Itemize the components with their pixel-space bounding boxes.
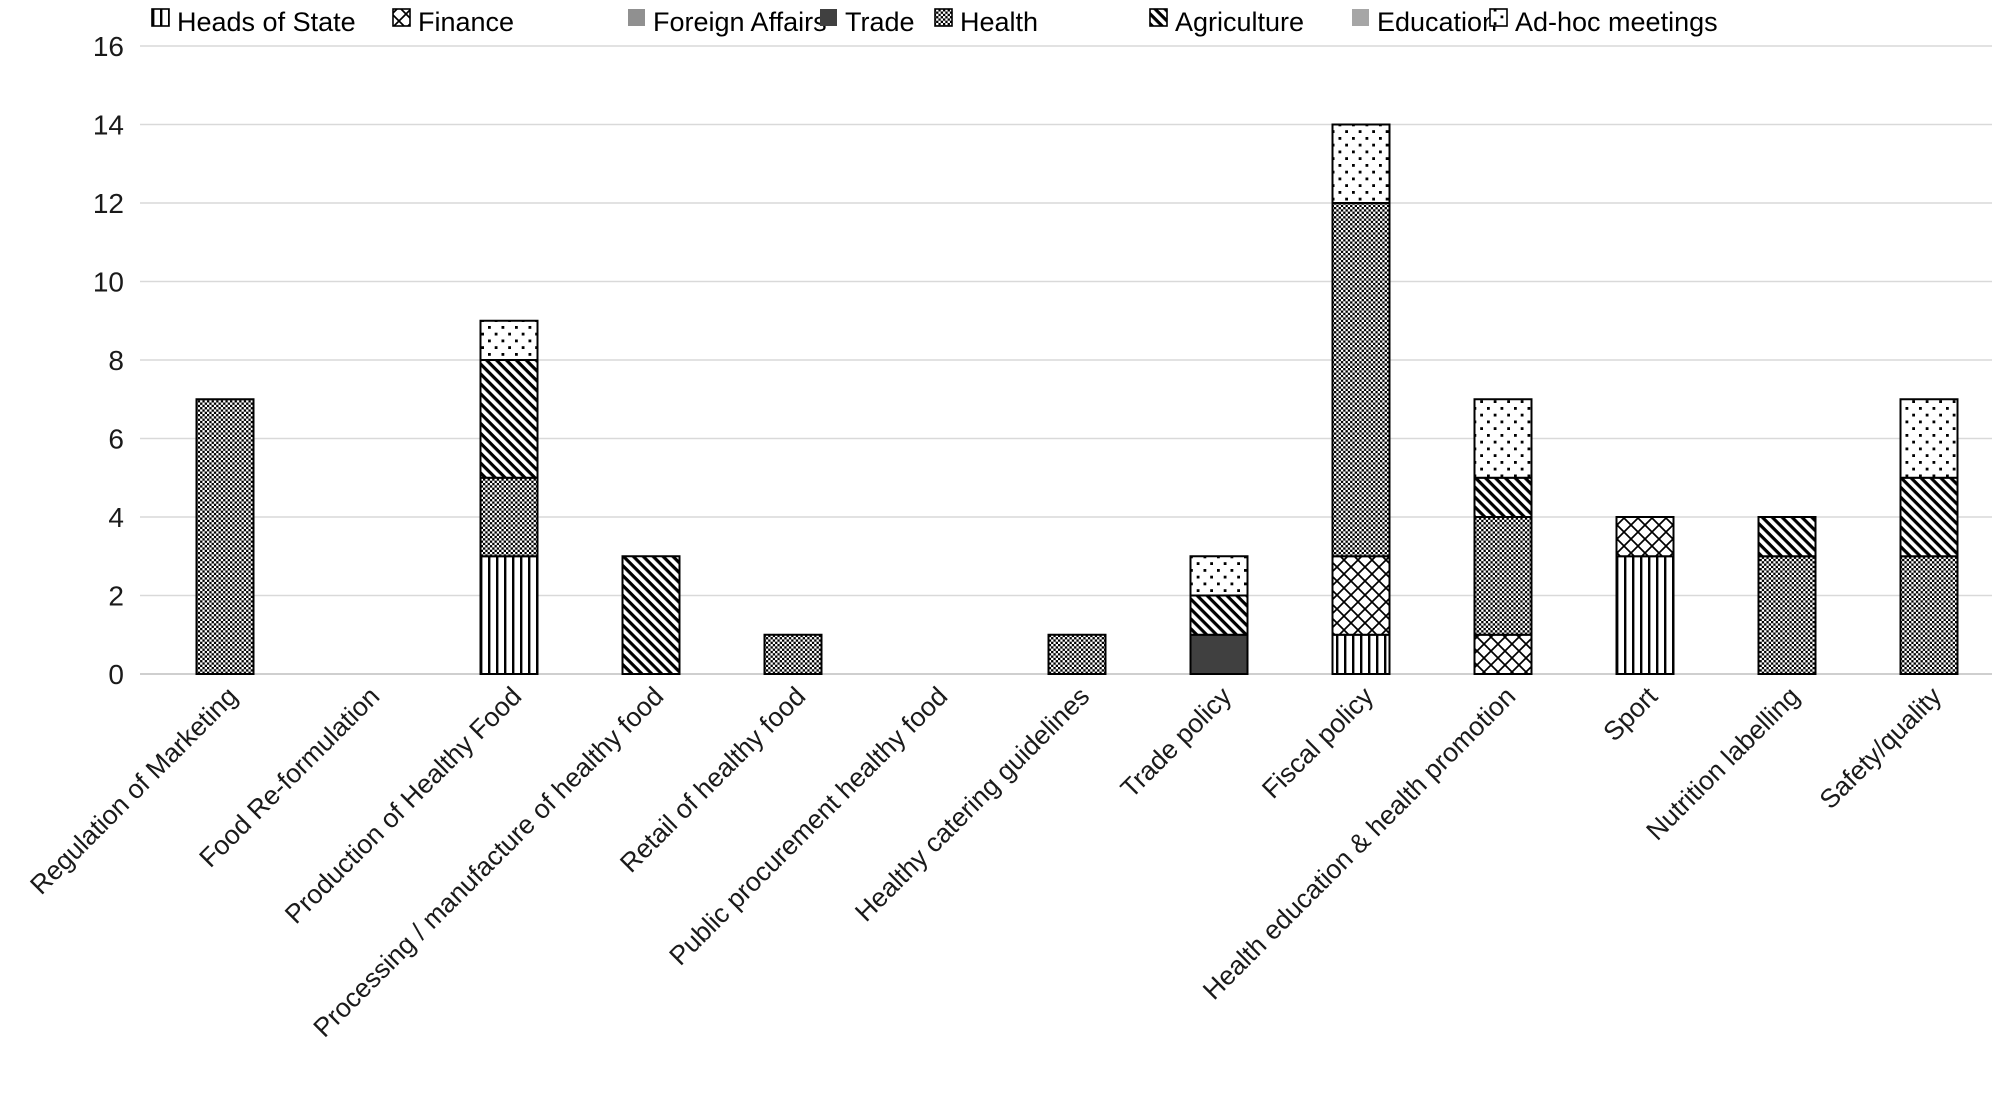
- legend-label: Health: [960, 7, 1038, 37]
- legend-swatch-solid-icon: [1352, 9, 1369, 26]
- bar-segment-finance: [1331, 555, 1391, 636]
- bar-segment-heads-of-state: [1615, 555, 1675, 675]
- bar-segment-ad-hoc-meetings: [1189, 555, 1249, 597]
- bar-segment-agriculture: [1757, 516, 1817, 558]
- x-axis-category-label: Public procurement healthy food: [663, 681, 953, 971]
- bar-segment-heads-of-state: [1331, 633, 1391, 675]
- legend-item-education: Education: [1352, 7, 1497, 37]
- bar-segment-agriculture: [1899, 476, 1959, 558]
- bar-segment-health: [1473, 516, 1533, 636]
- chart-legend: Heads of State Finance Foreign Affairs Trad…: [151, 7, 1718, 37]
- y-axis-tick-label: 4: [108, 502, 124, 533]
- x-axis-category-label: Sport: [1597, 681, 1663, 747]
- x-axis-category-label: Healthy catering guidelines: [849, 681, 1095, 927]
- x-axis-category-label: Nutrition labelling: [1640, 681, 1805, 846]
- y-axis-tick-labels: 0 2 4 6 8 10 12 14 16: [93, 31, 124, 690]
- x-axis-category-label: Health education & health promotion: [1197, 681, 1521, 1005]
- x-axis-category-label: Fiscal policy: [1256, 681, 1380, 805]
- bar-segment-agriculture: [1189, 594, 1249, 636]
- y-axis-tick-label: 12: [93, 188, 124, 219]
- bar-segment-agriculture: [621, 555, 681, 675]
- legend-swatch-solid-icon: [820, 9, 837, 26]
- y-axis-tick-label: 6: [108, 424, 124, 455]
- legend-swatch-diagonal-crosshatch-icon: [392, 8, 411, 27]
- legend-item-trade: Trade: [820, 7, 915, 37]
- legend-item-heads-of-state: Heads of State: [151, 7, 356, 37]
- bar-segment-health: [1331, 202, 1391, 558]
- legend-item-ad-hoc-meetings: Ad-hoc meetings: [1489, 7, 1718, 37]
- legend-swatch-sparse-dots-icon: [1489, 8, 1508, 27]
- bar-segment-health: [195, 398, 255, 675]
- y-axis-tick-label: 16: [93, 31, 124, 62]
- gridlines: [140, 45, 1992, 675]
- bar-segment-health: [763, 633, 823, 675]
- legend-label: Ad-hoc meetings: [1515, 7, 1718, 37]
- bar-segment-ad-hoc-meetings: [1899, 398, 1959, 479]
- legend-swatch-diagonal-stripes-icon: [1149, 8, 1168, 27]
- bar-segment-agriculture: [1473, 476, 1533, 518]
- bars: [195, 123, 1959, 675]
- bar-segment-ad-hoc-meetings: [479, 319, 539, 361]
- legend-item-foreign-affairs: Foreign Affairs: [628, 7, 827, 37]
- bar-segment-health: [1757, 555, 1817, 675]
- y-axis-tick-label: 10: [93, 267, 124, 298]
- y-axis-tick-label: 14: [93, 110, 124, 141]
- bar-segment-ad-hoc-meetings: [1331, 123, 1391, 204]
- legend-label: Heads of State: [177, 7, 356, 37]
- bar-segment-heads-of-state: [479, 555, 539, 675]
- bar-segment-finance: [1615, 516, 1675, 558]
- x-axis-category-label: Production of Healthy Food: [279, 681, 527, 929]
- legend-label: Foreign Affairs: [653, 7, 827, 37]
- legend-label: Trade: [845, 7, 915, 37]
- x-axis-category-label: Safety/quality: [1814, 681, 1948, 815]
- legend-label: Finance: [418, 7, 514, 37]
- bar-segment-health: [479, 476, 539, 558]
- y-axis-tick-label: 0: [108, 659, 124, 690]
- bar-segment-finance: [1473, 633, 1533, 675]
- legend-label: Education: [1377, 7, 1497, 37]
- bar-segment-health: [1047, 633, 1107, 675]
- legend-swatch-dense-checker-icon: [934, 8, 953, 27]
- legend-item-finance: Finance: [392, 7, 514, 37]
- legend-swatch-solid-icon: [628, 9, 645, 26]
- y-axis-tick-label: 8: [108, 345, 124, 376]
- legend-swatch-vertical-lines-icon: [151, 8, 170, 27]
- x-axis-category-label: Trade policy: [1115, 681, 1238, 804]
- bar-segment-health: [1899, 555, 1959, 675]
- bar-segment-ad-hoc-meetings: [1473, 398, 1533, 479]
- legend-item-health: Health: [934, 7, 1038, 37]
- legend-item-agriculture: Agriculture: [1149, 7, 1304, 37]
- legend-label: Agriculture: [1175, 7, 1304, 37]
- y-axis-tick-label: 2: [108, 581, 124, 612]
- bar-segment-agriculture: [479, 359, 539, 479]
- bar-segment-trade: [1189, 633, 1249, 675]
